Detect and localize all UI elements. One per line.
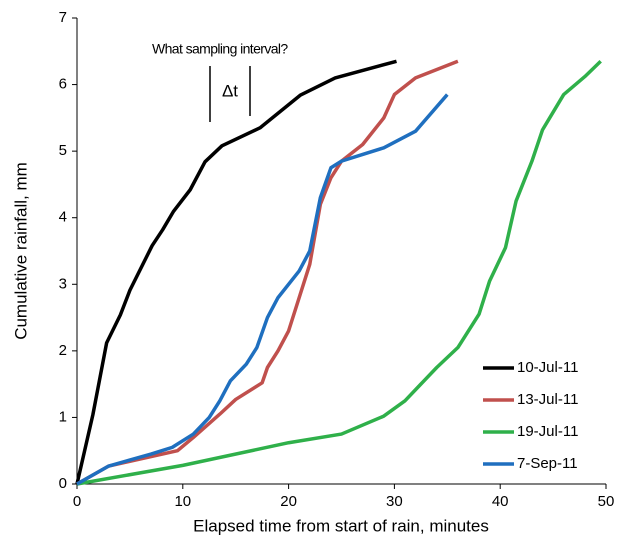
y-tick-label: 0	[59, 475, 67, 492]
y-tick-label: 6	[59, 76, 67, 93]
x-tick-label: 40	[492, 493, 509, 510]
x-axis-label: Elapsed time from start of rain, minutes	[193, 516, 489, 535]
x-tick-label: 0	[73, 493, 81, 510]
y-tick-label: 3	[59, 275, 67, 292]
y-tick-label: 4	[59, 209, 67, 226]
legend-label: 7-Sep-11	[517, 455, 578, 472]
series-line	[76, 93, 449, 486]
y-tick-label: 5	[59, 142, 67, 159]
x-tick-label: 30	[386, 493, 403, 510]
legend-label: 13-Jul-11	[517, 391, 578, 408]
y-tick-label: 2	[59, 342, 67, 359]
y-tick-label: 1	[59, 408, 67, 425]
legend-label: 19-Jul-11	[517, 423, 578, 440]
series-line	[76, 59, 459, 486]
annotation: Δt	[222, 81, 238, 100]
series-line	[75, 59, 397, 485]
annotation: What sampling interval?	[152, 41, 288, 57]
y-tick-label: 7	[59, 9, 67, 26]
legend-label: 10-Jul-11	[517, 359, 578, 376]
x-tick-label: 50	[598, 493, 615, 510]
y-axis-label: Cumulative rainfall, mm	[11, 162, 30, 340]
x-tick-label: 10	[174, 493, 191, 510]
series-line	[76, 60, 602, 486]
x-tick-label: 20	[280, 493, 297, 510]
